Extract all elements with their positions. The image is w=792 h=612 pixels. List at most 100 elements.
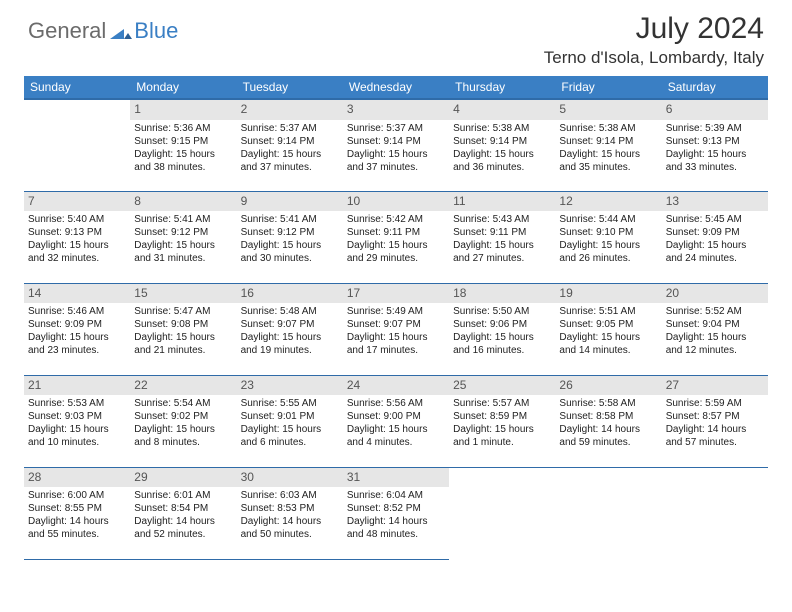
sunrise-text: Sunrise: 5:39 AM (666, 122, 764, 135)
daylight-text: Daylight: 14 hours (241, 515, 339, 528)
day-number: 21 (24, 376, 130, 396)
calendar-cell: 30Sunrise: 6:03 AMSunset: 8:53 PMDayligh… (237, 467, 343, 559)
daylight-text: and 31 minutes. (134, 252, 232, 265)
daylight-text: and 23 minutes. (28, 344, 126, 357)
daylight-text: Daylight: 14 hours (559, 423, 657, 436)
day-number: 22 (130, 376, 236, 396)
sunset-text: Sunset: 9:00 PM (347, 410, 445, 423)
sunrise-text: Sunrise: 5:45 AM (666, 213, 764, 226)
sunrise-text: Sunrise: 6:01 AM (134, 489, 232, 502)
sunrise-text: Sunrise: 5:50 AM (453, 305, 551, 318)
day-number: 20 (662, 284, 768, 304)
calendar-cell: 8Sunrise: 5:41 AMSunset: 9:12 PMDaylight… (130, 191, 236, 283)
daylight-text: and 35 minutes. (559, 161, 657, 174)
daylight-text: Daylight: 15 hours (347, 423, 445, 436)
sunrise-text: Sunrise: 5:37 AM (347, 122, 445, 135)
day-number: 8 (130, 192, 236, 212)
logo-text-blue: Blue (134, 18, 178, 44)
daylight-text: Daylight: 15 hours (453, 331, 551, 344)
day-number: 7 (24, 192, 130, 212)
daylight-text: Daylight: 15 hours (453, 148, 551, 161)
sunset-text: Sunset: 9:14 PM (453, 135, 551, 148)
sunrise-text: Sunrise: 5:47 AM (134, 305, 232, 318)
daylight-text: Daylight: 15 hours (347, 148, 445, 161)
calendar-cell: 22Sunrise: 5:54 AMSunset: 9:02 PMDayligh… (130, 375, 236, 467)
daylight-text: Daylight: 15 hours (347, 331, 445, 344)
calendar-cell: 2Sunrise: 5:37 AMSunset: 9:14 PMDaylight… (237, 99, 343, 191)
calendar-cell: 19Sunrise: 5:51 AMSunset: 9:05 PMDayligh… (555, 283, 661, 375)
daylight-text: Daylight: 15 hours (666, 148, 764, 161)
calendar-cell: 28Sunrise: 6:00 AMSunset: 8:55 PMDayligh… (24, 467, 130, 559)
daylight-text: and 32 minutes. (28, 252, 126, 265)
sunset-text: Sunset: 9:03 PM (28, 410, 126, 423)
calendar-cell (449, 467, 555, 559)
daylight-text: Daylight: 15 hours (347, 239, 445, 252)
daylight-text: Daylight: 15 hours (453, 423, 551, 436)
daylight-text: and 33 minutes. (666, 161, 764, 174)
calendar-week-row: 7Sunrise: 5:40 AMSunset: 9:13 PMDaylight… (24, 191, 768, 283)
sunset-text: Sunset: 9:09 PM (666, 226, 764, 239)
daylight-text: Daylight: 15 hours (559, 148, 657, 161)
sunrise-text: Sunrise: 5:44 AM (559, 213, 657, 226)
sunset-text: Sunset: 8:57 PM (666, 410, 764, 423)
daylight-text: and 8 minutes. (134, 436, 232, 449)
page-title: July 2024 (544, 12, 764, 46)
calendar-cell: 13Sunrise: 5:45 AMSunset: 9:09 PMDayligh… (662, 191, 768, 283)
sunset-text: Sunset: 8:59 PM (453, 410, 551, 423)
daylight-text: and 12 minutes. (666, 344, 764, 357)
sunrise-text: Sunrise: 5:55 AM (241, 397, 339, 410)
sunrise-text: Sunrise: 6:03 AM (241, 489, 339, 502)
weekday-header: Saturday (662, 76, 768, 99)
sunset-text: Sunset: 9:09 PM (28, 318, 126, 331)
sunset-text: Sunset: 9:13 PM (666, 135, 764, 148)
calendar-cell (24, 99, 130, 191)
calendar-cell: 23Sunrise: 5:55 AMSunset: 9:01 PMDayligh… (237, 375, 343, 467)
day-number: 23 (237, 376, 343, 396)
logo-text-general: General (28, 18, 106, 44)
header: General Blue July 2024 Terno d'Isola, Lo… (0, 0, 792, 68)
sunset-text: Sunset: 9:10 PM (559, 226, 657, 239)
weekday-header-row: Sunday Monday Tuesday Wednesday Thursday… (24, 76, 768, 99)
daylight-text: and 36 minutes. (453, 161, 551, 174)
calendar-cell: 14Sunrise: 5:46 AMSunset: 9:09 PMDayligh… (24, 283, 130, 375)
weekday-header: Sunday (24, 76, 130, 99)
daylight-text: Daylight: 15 hours (134, 148, 232, 161)
daylight-text: and 55 minutes. (28, 528, 126, 541)
sunset-text: Sunset: 9:11 PM (453, 226, 551, 239)
daylight-text: Daylight: 15 hours (28, 331, 126, 344)
daylight-text: Daylight: 14 hours (134, 515, 232, 528)
sunset-text: Sunset: 9:12 PM (134, 226, 232, 239)
sunset-text: Sunset: 9:08 PM (134, 318, 232, 331)
day-number: 14 (24, 284, 130, 304)
weekday-header: Friday (555, 76, 661, 99)
daylight-text: Daylight: 15 hours (559, 331, 657, 344)
daylight-text: and 19 minutes. (241, 344, 339, 357)
calendar-cell (555, 467, 661, 559)
weekday-header: Monday (130, 76, 236, 99)
daylight-text: and 50 minutes. (241, 528, 339, 541)
sunrise-text: Sunrise: 5:46 AM (28, 305, 126, 318)
sunset-text: Sunset: 9:12 PM (241, 226, 339, 239)
daylight-text: and 10 minutes. (28, 436, 126, 449)
daylight-text: and 37 minutes. (347, 161, 445, 174)
sunset-text: Sunset: 9:14 PM (347, 135, 445, 148)
sunrise-text: Sunrise: 5:42 AM (347, 213, 445, 226)
daylight-text: Daylight: 15 hours (28, 239, 126, 252)
day-number: 27 (662, 376, 768, 396)
weekday-header: Thursday (449, 76, 555, 99)
sunset-text: Sunset: 9:01 PM (241, 410, 339, 423)
calendar-cell: 25Sunrise: 5:57 AMSunset: 8:59 PMDayligh… (449, 375, 555, 467)
sunrise-text: Sunrise: 5:43 AM (453, 213, 551, 226)
calendar-cell: 31Sunrise: 6:04 AMSunset: 8:52 PMDayligh… (343, 467, 449, 559)
calendar-cell: 16Sunrise: 5:48 AMSunset: 9:07 PMDayligh… (237, 283, 343, 375)
daylight-text: Daylight: 15 hours (134, 423, 232, 436)
day-number: 12 (555, 192, 661, 212)
calendar-cell: 18Sunrise: 5:50 AMSunset: 9:06 PMDayligh… (449, 283, 555, 375)
day-number: 30 (237, 468, 343, 488)
calendar-cell: 9Sunrise: 5:41 AMSunset: 9:12 PMDaylight… (237, 191, 343, 283)
day-number: 26 (555, 376, 661, 396)
calendar-cell: 26Sunrise: 5:58 AMSunset: 8:58 PMDayligh… (555, 375, 661, 467)
daylight-text: Daylight: 15 hours (134, 331, 232, 344)
daylight-text: Daylight: 14 hours (28, 515, 126, 528)
calendar-cell: 4Sunrise: 5:38 AMSunset: 9:14 PMDaylight… (449, 99, 555, 191)
